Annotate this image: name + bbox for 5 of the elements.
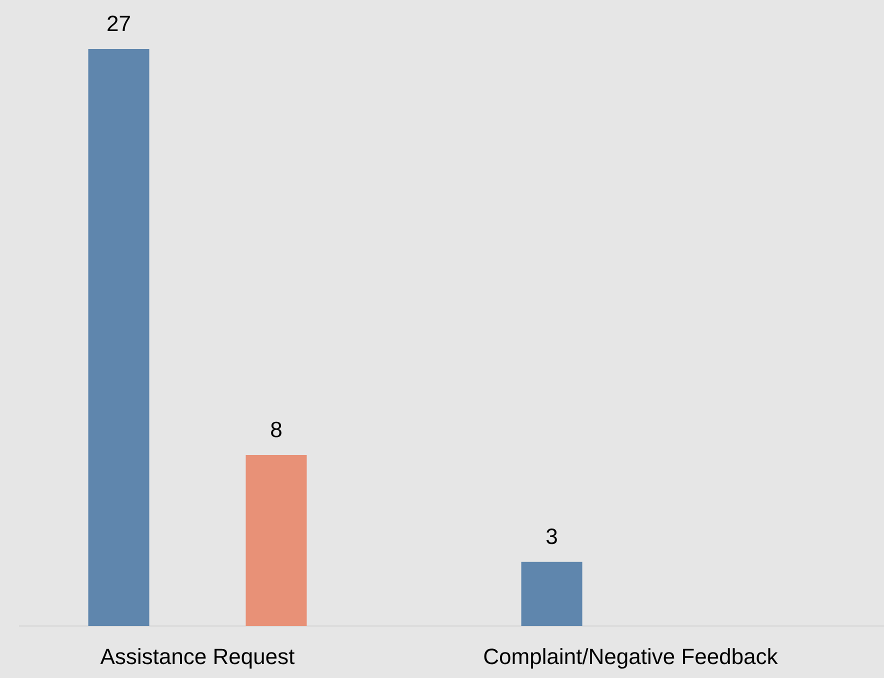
data-label: 3 [546,528,557,544]
x-tick-label: Assistance Request [100,648,295,669]
x-tick-label: Complaint/Negative Feedback [484,648,778,669]
data-label: 27 [108,16,130,32]
data-label: 8 [271,422,282,438]
